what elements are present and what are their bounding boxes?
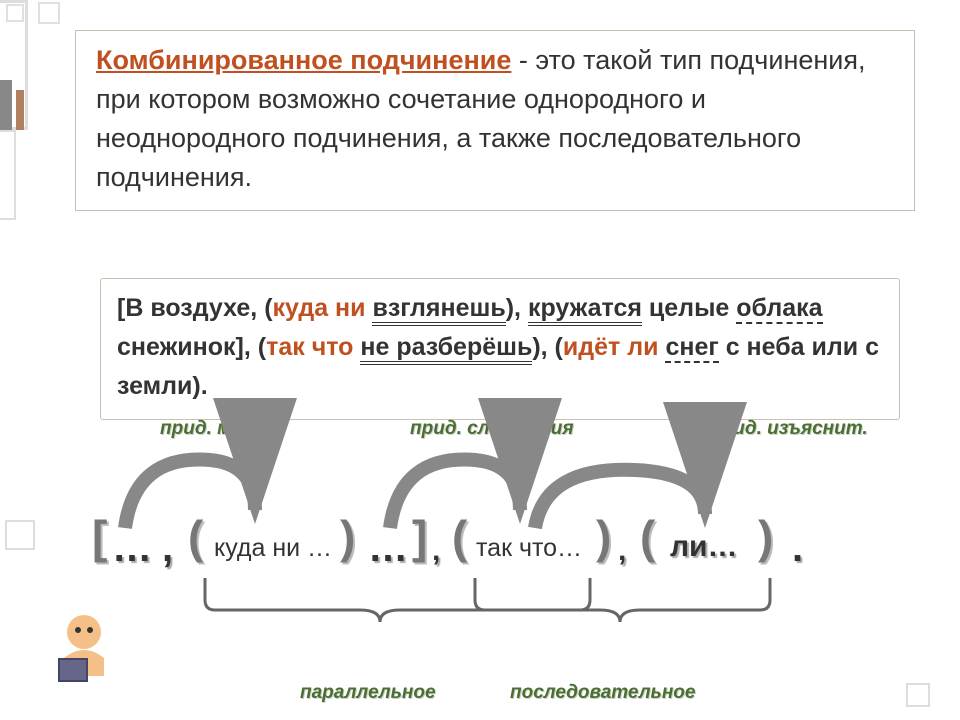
monitor-icon <box>58 658 88 682</box>
bracket-close-sq: ] <box>412 510 427 564</box>
comma: , <box>162 526 173 571</box>
bracket-open: ( <box>452 510 467 564</box>
bracket-close: ) <box>596 510 611 564</box>
keyword-li: ли… <box>670 530 738 564</box>
bg-stripe <box>0 80 12 130</box>
slot-ellipsis: … <box>368 526 408 571</box>
bracket-open: ( <box>640 510 655 564</box>
definition-box: Комбинированное подчинение - это такой т… <box>75 30 915 211</box>
braces-svg <box>80 570 910 690</box>
keyword-kuda-ni: куда ни … <box>214 534 332 563</box>
clause-label-place: прид. места. <box>160 418 285 440</box>
bg-ornament <box>5 520 35 550</box>
bg-ornament <box>0 130 16 220</box>
bg-stripe <box>16 90 24 130</box>
bg-ornament <box>6 4 24 22</box>
comma: , <box>432 534 440 568</box>
period: . <box>792 526 803 571</box>
bracket-close: ) <box>340 510 355 564</box>
definition-title: Комбинированное подчинение <box>96 45 511 75</box>
structure-diagram: [ … , ( куда ни … ) … ] , ( так что… ) ,… <box>80 448 910 648</box>
bracket-open: ( <box>188 510 203 564</box>
clause-label-consequence: прид. следствия <box>410 418 574 440</box>
clause-label-explanatory: прид. изъяснит. <box>710 418 868 440</box>
bracket-open-sq: [ <box>92 510 107 564</box>
bg-ornament <box>38 2 60 24</box>
bracket-close: ) <box>758 510 773 564</box>
slot-ellipsis: … <box>112 526 152 571</box>
comma: , <box>618 534 626 568</box>
example-sentence: [В воздухе, (куда ни взглянешь), кружатс… <box>117 289 883 405</box>
example-box: [В воздухе, (куда ни взглянешь), кружатс… <box>100 278 900 420</box>
link-parallel: параллельное <box>300 682 436 704</box>
keyword-tak-chto: так что… <box>476 534 582 563</box>
link-sequential: последовательное <box>510 682 695 704</box>
